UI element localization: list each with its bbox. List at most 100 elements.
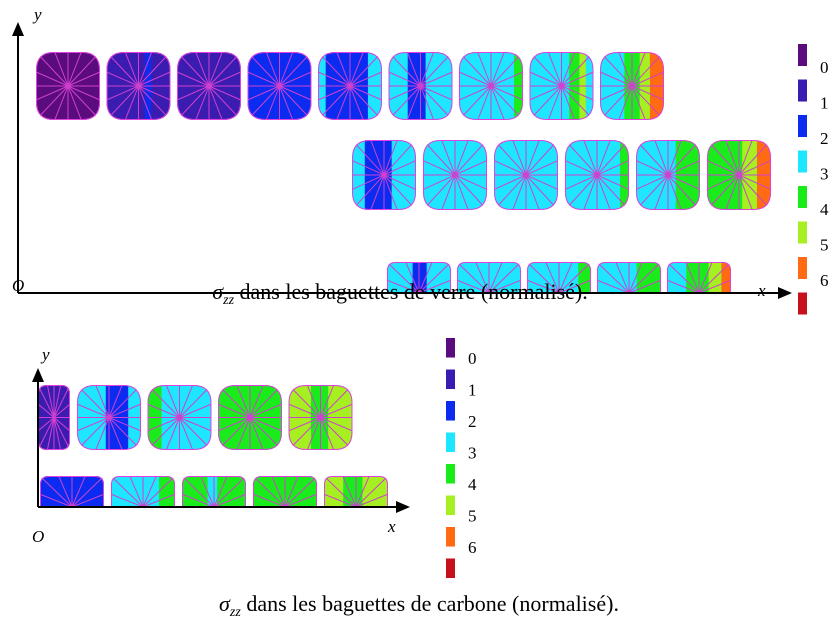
mesh-line (106, 85, 139, 113)
mesh-line (108, 385, 141, 418)
rod-inner (177, 52, 241, 120)
mesh-line (36, 85, 69, 120)
mesh-line (288, 385, 321, 418)
mesh-line (218, 385, 251, 418)
mesh-line (636, 174, 669, 203)
mesh-line (349, 85, 375, 120)
rod-tile (494, 140, 558, 210)
mesh-line (71, 476, 97, 507)
rod-tile (40, 476, 104, 507)
rod-inner (565, 140, 629, 210)
rod-border (529, 52, 594, 120)
mesh-line (707, 140, 740, 176)
rod-tile (324, 476, 388, 507)
rod-inner (40, 476, 104, 507)
rod-inner (247, 52, 312, 120)
mesh-line (213, 476, 239, 507)
mesh-line (67, 85, 93, 120)
rod-inner (324, 476, 388, 507)
mesh-line (423, 174, 456, 210)
legend-label: 2 (468, 412, 477, 431)
mesh-line (561, 52, 587, 87)
mesh-line (420, 85, 453, 113)
mesh-line (179, 417, 205, 450)
mesh-line (628, 262, 654, 293)
mesh-line (596, 147, 629, 176)
mesh-line (457, 262, 490, 293)
mesh-line (331, 506, 357, 507)
legend-label: 4 (820, 200, 829, 219)
mesh-line (288, 417, 321, 450)
rod-tile (36, 52, 100, 120)
mesh-line (213, 482, 246, 507)
mesh-line (108, 392, 141, 418)
mesh-line (324, 482, 357, 507)
arrow-head (12, 22, 24, 36)
mesh-line (454, 174, 487, 210)
mesh-line (558, 268, 591, 293)
mesh-line (318, 85, 351, 113)
mesh-line (430, 140, 456, 176)
mesh-line (423, 174, 456, 203)
legends: 0 1 2 3 4 5 6 0 1 2 3 4 5 6 (446, 44, 829, 579)
origin-label: O (32, 527, 44, 546)
stress-region (207, 476, 218, 507)
mesh-line (279, 85, 305, 120)
rod-border (40, 476, 104, 507)
mesh-line (349, 52, 375, 87)
mesh-line (138, 59, 171, 87)
rod-tile (565, 140, 629, 210)
mesh-line (420, 52, 446, 87)
mesh-line (525, 174, 558, 210)
mesh-line (218, 417, 251, 443)
mesh-line (118, 476, 144, 507)
mesh-line (388, 59, 421, 87)
mesh-line (53, 417, 70, 450)
mesh-line (184, 85, 210, 120)
mesh-line (182, 482, 215, 507)
mesh-line (71, 506, 104, 507)
mesh-line (383, 174, 416, 210)
mesh-line (40, 482, 73, 507)
mesh-line (53, 385, 70, 418)
mesh-line (667, 262, 700, 293)
mesh-line (208, 85, 241, 120)
legend-label: 5 (820, 236, 829, 255)
rod-tile (529, 52, 594, 120)
mesh-line (459, 85, 492, 113)
mesh-line (600, 59, 633, 87)
legend-swatch (446, 432, 455, 453)
rod-tile (253, 476, 317, 507)
rod-inner (77, 385, 141, 450)
rod-border (253, 476, 317, 507)
rod-tile (707, 140, 771, 210)
mesh-line (118, 506, 144, 507)
rod-inner (667, 262, 731, 293)
mesh-line (674, 262, 700, 293)
rod-tile (527, 262, 591, 293)
mesh-line (284, 506, 310, 507)
mesh-line (558, 262, 591, 293)
mesh-line (501, 174, 527, 210)
mesh-line (177, 85, 210, 113)
mesh-line (355, 476, 388, 507)
mesh-line (355, 506, 388, 507)
mesh-line (352, 174, 385, 203)
caption: σzz dans les baguettes de carbone (norma… (219, 591, 619, 620)
mesh-line (454, 147, 487, 176)
rod-inner (288, 385, 353, 450)
stress-region (578, 262, 591, 293)
mesh-line (597, 262, 630, 293)
mesh-line (142, 476, 168, 507)
mesh-line (147, 385, 180, 418)
mesh-line (604, 262, 630, 293)
mesh-line (113, 85, 139, 120)
rod-border (324, 476, 388, 507)
rod-border (459, 52, 523, 120)
rod-tile (597, 262, 661, 293)
rod-border (636, 140, 700, 210)
mesh-line (47, 476, 73, 507)
mesh-line (501, 140, 527, 176)
mesh-line (464, 262, 490, 293)
rod-border (600, 52, 664, 120)
